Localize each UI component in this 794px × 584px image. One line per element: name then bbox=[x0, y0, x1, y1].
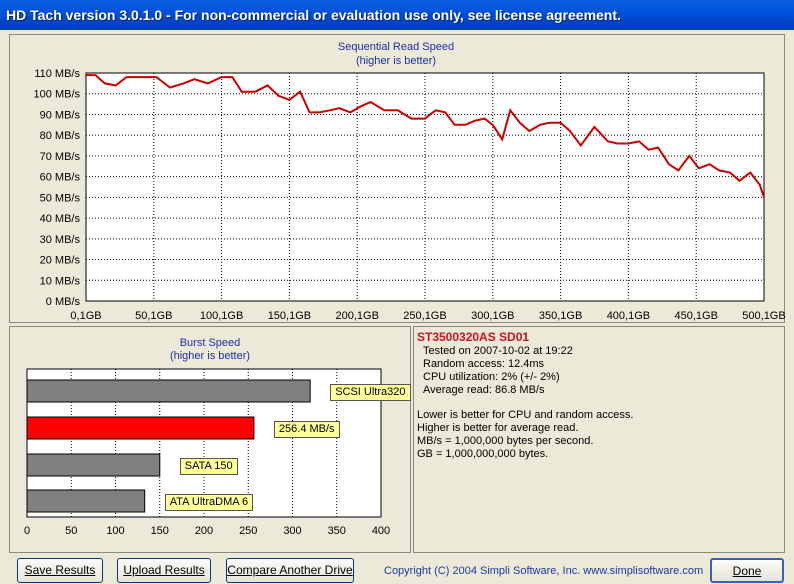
seq-read-series-line bbox=[86, 74, 765, 198]
seq-x-tick-label: 150,1GB bbox=[268, 310, 311, 322]
burst-bar bbox=[26, 379, 311, 403]
seq-x-tick-label: 200,1GB bbox=[335, 310, 378, 322]
seq-y-tick-label: 50 MB/s bbox=[40, 192, 81, 204]
burst-speed-chart: 0 50 100 150 200 250 300 350 400 bbox=[24, 368, 390, 537]
sequential-read-chart: 0 MB/s 10 MB/s 20 MB/s 30 MB/s 40 MB/s 50 MB/… bbox=[34, 68, 786, 322]
save-results-button[interactable]: Save Results bbox=[17, 558, 103, 583]
seq-x-tick-label: 0,1GB bbox=[70, 310, 101, 322]
burst-x-tick-label: 100 bbox=[106, 525, 124, 537]
burst-chart-title: Burst Speed bbox=[179, 337, 241, 349]
burst-bar-label: 256.4 MB/s bbox=[273, 421, 340, 438]
drive-name: ST3500320AS SD01 bbox=[417, 330, 530, 344]
seq-y-tick-label: 110 MB/s bbox=[34, 68, 80, 80]
seq-y-tick-label: 20 MB/s bbox=[40, 255, 81, 267]
seq-y-tick-label: 80 MB/s bbox=[40, 130, 81, 142]
seq-y-tick-label: 0 MB/s bbox=[46, 296, 81, 308]
burst-bar-label: SCSI Ultra320 bbox=[330, 384, 411, 401]
tested-on: Tested on 2007-10-02 at 19:22 bbox=[423, 345, 573, 357]
seq-x-tick-label: 400,1GB bbox=[607, 310, 650, 322]
note-mbs-definition: MB/s = 1,000,000 bytes per second. bbox=[417, 435, 594, 447]
seq-y-tick-label: 90 MB/s bbox=[40, 109, 81, 121]
seq-y-tick-label: 10 MB/s bbox=[40, 275, 81, 287]
cpu-utilization: CPU utilization: 2% (+/- 2%) bbox=[423, 371, 560, 383]
seq-chart-title: Sequential Read Speed bbox=[337, 41, 455, 53]
window-title: HD Tach version 3.0.1.0 - For non-commer… bbox=[6, 7, 621, 23]
seq-y-tick-label: 30 MB/s bbox=[40, 234, 81, 246]
seq-y-tick-label: 100 MB/s bbox=[34, 89, 81, 101]
burst-x-tick-label: 250 bbox=[239, 525, 257, 537]
seq-x-tick-label: 450,1GB bbox=[674, 310, 717, 322]
burst-x-tick-label: 200 bbox=[195, 525, 213, 537]
burst-x-tick-label: 0 bbox=[24, 525, 30, 537]
burst-x-tick-label: 400 bbox=[372, 525, 390, 537]
random-access: Random access: 12.4ms bbox=[423, 358, 545, 370]
note-lower-better: Lower is better for CPU and random acces… bbox=[417, 409, 634, 421]
seq-x-tick-label: 100,1GB bbox=[200, 310, 243, 322]
burst-x-tick-label: 50 bbox=[65, 525, 77, 537]
window-titlebar[interactable]: HD Tach version 3.0.1.0 - For non-commer… bbox=[0, 0, 794, 30]
burst-x-tick-label: 350 bbox=[328, 525, 346, 537]
seq-x-tick-label: 500,1GB bbox=[742, 310, 785, 322]
seq-x-tick-label: 250,1GB bbox=[403, 310, 446, 322]
compare-another-drive-button[interactable]: Compare Another Drive bbox=[226, 558, 354, 583]
copyright-link[interactable]: Copyright (C) 2004 Simpli Software, Inc.… bbox=[384, 565, 704, 577]
info-panel bbox=[413, 326, 785, 553]
note-higher-better: Higher is better for average read. bbox=[417, 422, 579, 434]
note-gb-definition: GB = 1,000,000,000 bytes. bbox=[417, 448, 549, 460]
burst-bar-label: SATA 150 bbox=[179, 458, 238, 475]
seq-x-tick-label: 50,1GB bbox=[135, 310, 172, 322]
burst-bar-label: ATA UltraDMA 6 bbox=[164, 494, 254, 511]
burst-bar bbox=[26, 416, 255, 440]
seq-y-tick-label: 40 MB/s bbox=[40, 213, 81, 225]
seq-x-tick-label: 350,1GB bbox=[539, 310, 582, 322]
seq-chart-subtitle: (higher is better) bbox=[355, 55, 437, 67]
burst-bar bbox=[26, 453, 161, 477]
burst-x-tick-label: 300 bbox=[283, 525, 301, 537]
seq-y-tick-label: 60 MB/s bbox=[40, 172, 81, 184]
seq-x-tick-label: 300,1GB bbox=[471, 310, 514, 322]
average-read: Average read: 86.8 MB/s bbox=[423, 384, 545, 396]
done-button[interactable]: Done bbox=[710, 558, 784, 583]
burst-x-tick-label: 150 bbox=[151, 525, 169, 537]
seq-y-tick-label: 70 MB/s bbox=[40, 151, 81, 163]
burst-bar bbox=[26, 489, 146, 513]
upload-results-button[interactable]: Upload Results bbox=[117, 558, 211, 583]
burst-chart-subtitle: (higher is better) bbox=[169, 350, 251, 362]
